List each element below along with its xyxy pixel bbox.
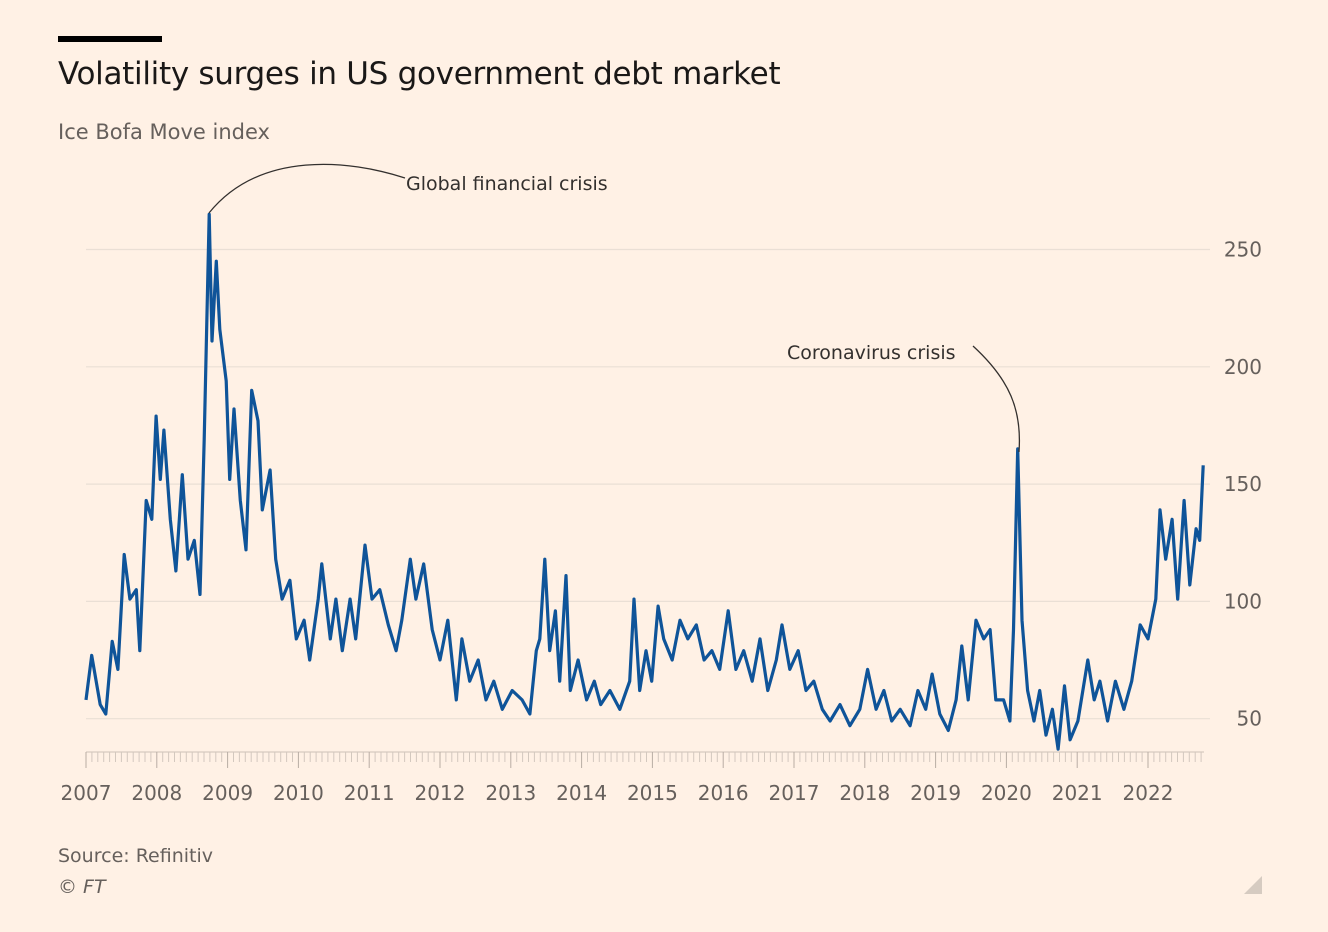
source-note: Source: Refinitiv	[58, 845, 213, 867]
annotation-gfc: Global financial crisis	[406, 173, 608, 195]
chart-subtitle: Ice Bofa Move index	[58, 120, 270, 144]
x-tick-label: 2021	[1052, 781, 1103, 805]
x-tick-label: 2015	[627, 781, 678, 805]
annotation-leader-coronavirus	[972, 345, 1021, 453]
x-tick-label: 2007	[61, 781, 112, 805]
x-tick-label: 2008	[131, 781, 182, 805]
x-tick-label: 2013	[485, 781, 536, 805]
y-tick-label: 50	[1237, 707, 1262, 731]
corner-mark-icon	[1244, 876, 1262, 894]
x-tick-label: 2018	[839, 781, 890, 805]
title-accent-bar	[58, 36, 162, 42]
y-tick-label: 150	[1224, 472, 1262, 496]
chart-title: Volatility surges in US government debt …	[58, 56, 781, 92]
annotation-coronavirus: Coronavirus crisis	[787, 342, 956, 364]
y-tick-label: 200	[1224, 355, 1262, 379]
x-tick-label: 2011	[344, 781, 395, 805]
x-tick-label: 2014	[556, 781, 607, 805]
x-tick-label: 2019	[910, 781, 961, 805]
annotation-leader-gfc	[208, 163, 406, 214]
x-tick-label: 2010	[273, 781, 324, 805]
x-tick-label: 2017	[769, 781, 820, 805]
y-tick-label: 100	[1224, 589, 1262, 613]
x-tick-label: 2022	[1123, 781, 1174, 805]
x-tick-label: 2020	[981, 781, 1032, 805]
series-line	[84, 212, 1205, 751]
y-tick-label: 250	[1224, 238, 1262, 262]
x-tick-label: 2009	[202, 781, 253, 805]
x-tick-label: 2012	[415, 781, 466, 805]
x-tick-label: 2016	[698, 781, 749, 805]
copyright: © FT	[58, 876, 106, 898]
